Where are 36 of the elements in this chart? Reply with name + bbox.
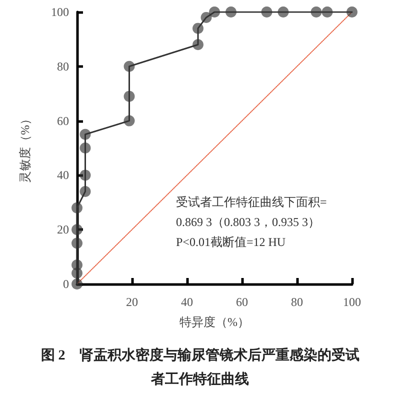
y-tick-label: 0 (63, 277, 69, 291)
point (72, 238, 82, 249)
point (200, 12, 212, 23)
point (80, 170, 91, 181)
point (310, 6, 322, 18)
point (80, 186, 91, 198)
point (226, 6, 236, 18)
y-tick-label: 20 (57, 222, 69, 237)
point (72, 202, 82, 214)
point (209, 6, 220, 18)
point (72, 224, 82, 236)
point (278, 6, 289, 18)
point (346, 6, 358, 18)
point (192, 22, 204, 34)
x-tick-label: 40 (181, 295, 193, 309)
text: 图 2 肾盂积水密度与输尿管镜术后严重感染的受试者工作特征曲线 (40, 346, 360, 388)
point (80, 128, 91, 140)
point (80, 142, 91, 154)
x-axis-title: 特异度（%） (180, 315, 250, 329)
point (72, 259, 82, 270)
point (124, 90, 135, 102)
y-tick-label: 80 (57, 59, 69, 74)
point (124, 115, 135, 126)
y-tick-label: 100 (51, 5, 69, 19)
point (124, 60, 135, 72)
y-tick-label: 40 (57, 168, 69, 182)
point (322, 6, 333, 18)
point (192, 39, 204, 50)
point (261, 6, 272, 18)
x-tick-label: 80 (291, 295, 303, 309)
y-tick-label: 60 (57, 114, 69, 128)
y-axis-title: 灵敏度（%） (18, 113, 32, 183)
x-tick-label: 100 (343, 295, 361, 309)
annotation: 受试者工作特征曲线下面积= 0.869 3（0.803 3，0.935 3） P<0.01截断值=12 HU (176, 195, 327, 249)
x-tick-label: 20 (126, 295, 138, 309)
x-tick-label: 60 (236, 295, 248, 309)
